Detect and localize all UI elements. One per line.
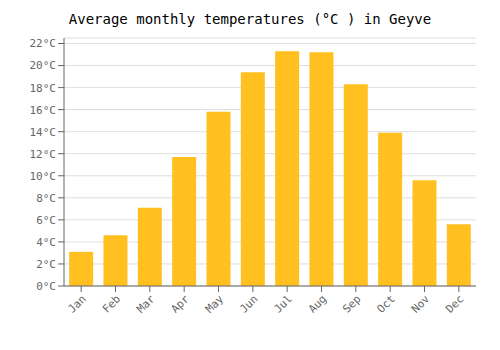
svg-text:20°C: 20°C (30, 59, 57, 72)
svg-text:Nov: Nov (409, 292, 433, 316)
svg-text:4°C: 4°C (36, 236, 56, 249)
svg-text:Dec: Dec (443, 292, 466, 315)
svg-text:Jun: Jun (237, 292, 260, 315)
svg-text:14°C: 14°C (30, 126, 57, 139)
svg-text:Jan: Jan (66, 292, 89, 315)
svg-text:8°C: 8°C (36, 192, 56, 205)
svg-text:Jul: Jul (272, 292, 295, 315)
svg-text:12°C: 12°C (30, 148, 57, 161)
svg-text:Feb: Feb (100, 292, 123, 315)
svg-text:0°C: 0°C (36, 280, 56, 293)
svg-text:10°C: 10°C (30, 170, 57, 183)
svg-text:18°C: 18°C (30, 82, 57, 95)
svg-text:Sep: Sep (340, 292, 363, 315)
svg-text:Aug: Aug (306, 292, 329, 315)
svg-text:May: May (203, 292, 227, 316)
svg-text:Mar: Mar (134, 292, 158, 316)
svg-text:16°C: 16°C (30, 104, 57, 117)
svg-text:Oct: Oct (375, 292, 398, 315)
svg-text:22°C: 22°C (30, 37, 57, 50)
svg-text:Apr: Apr (169, 292, 193, 316)
html-text:Average monthly temperatures (: Average monthly temperatures (°C ) in Ge… (68, 11, 432, 27)
svg-text:2°C: 2°C (36, 258, 56, 271)
svg-text:6°C: 6°C (36, 214, 56, 227)
